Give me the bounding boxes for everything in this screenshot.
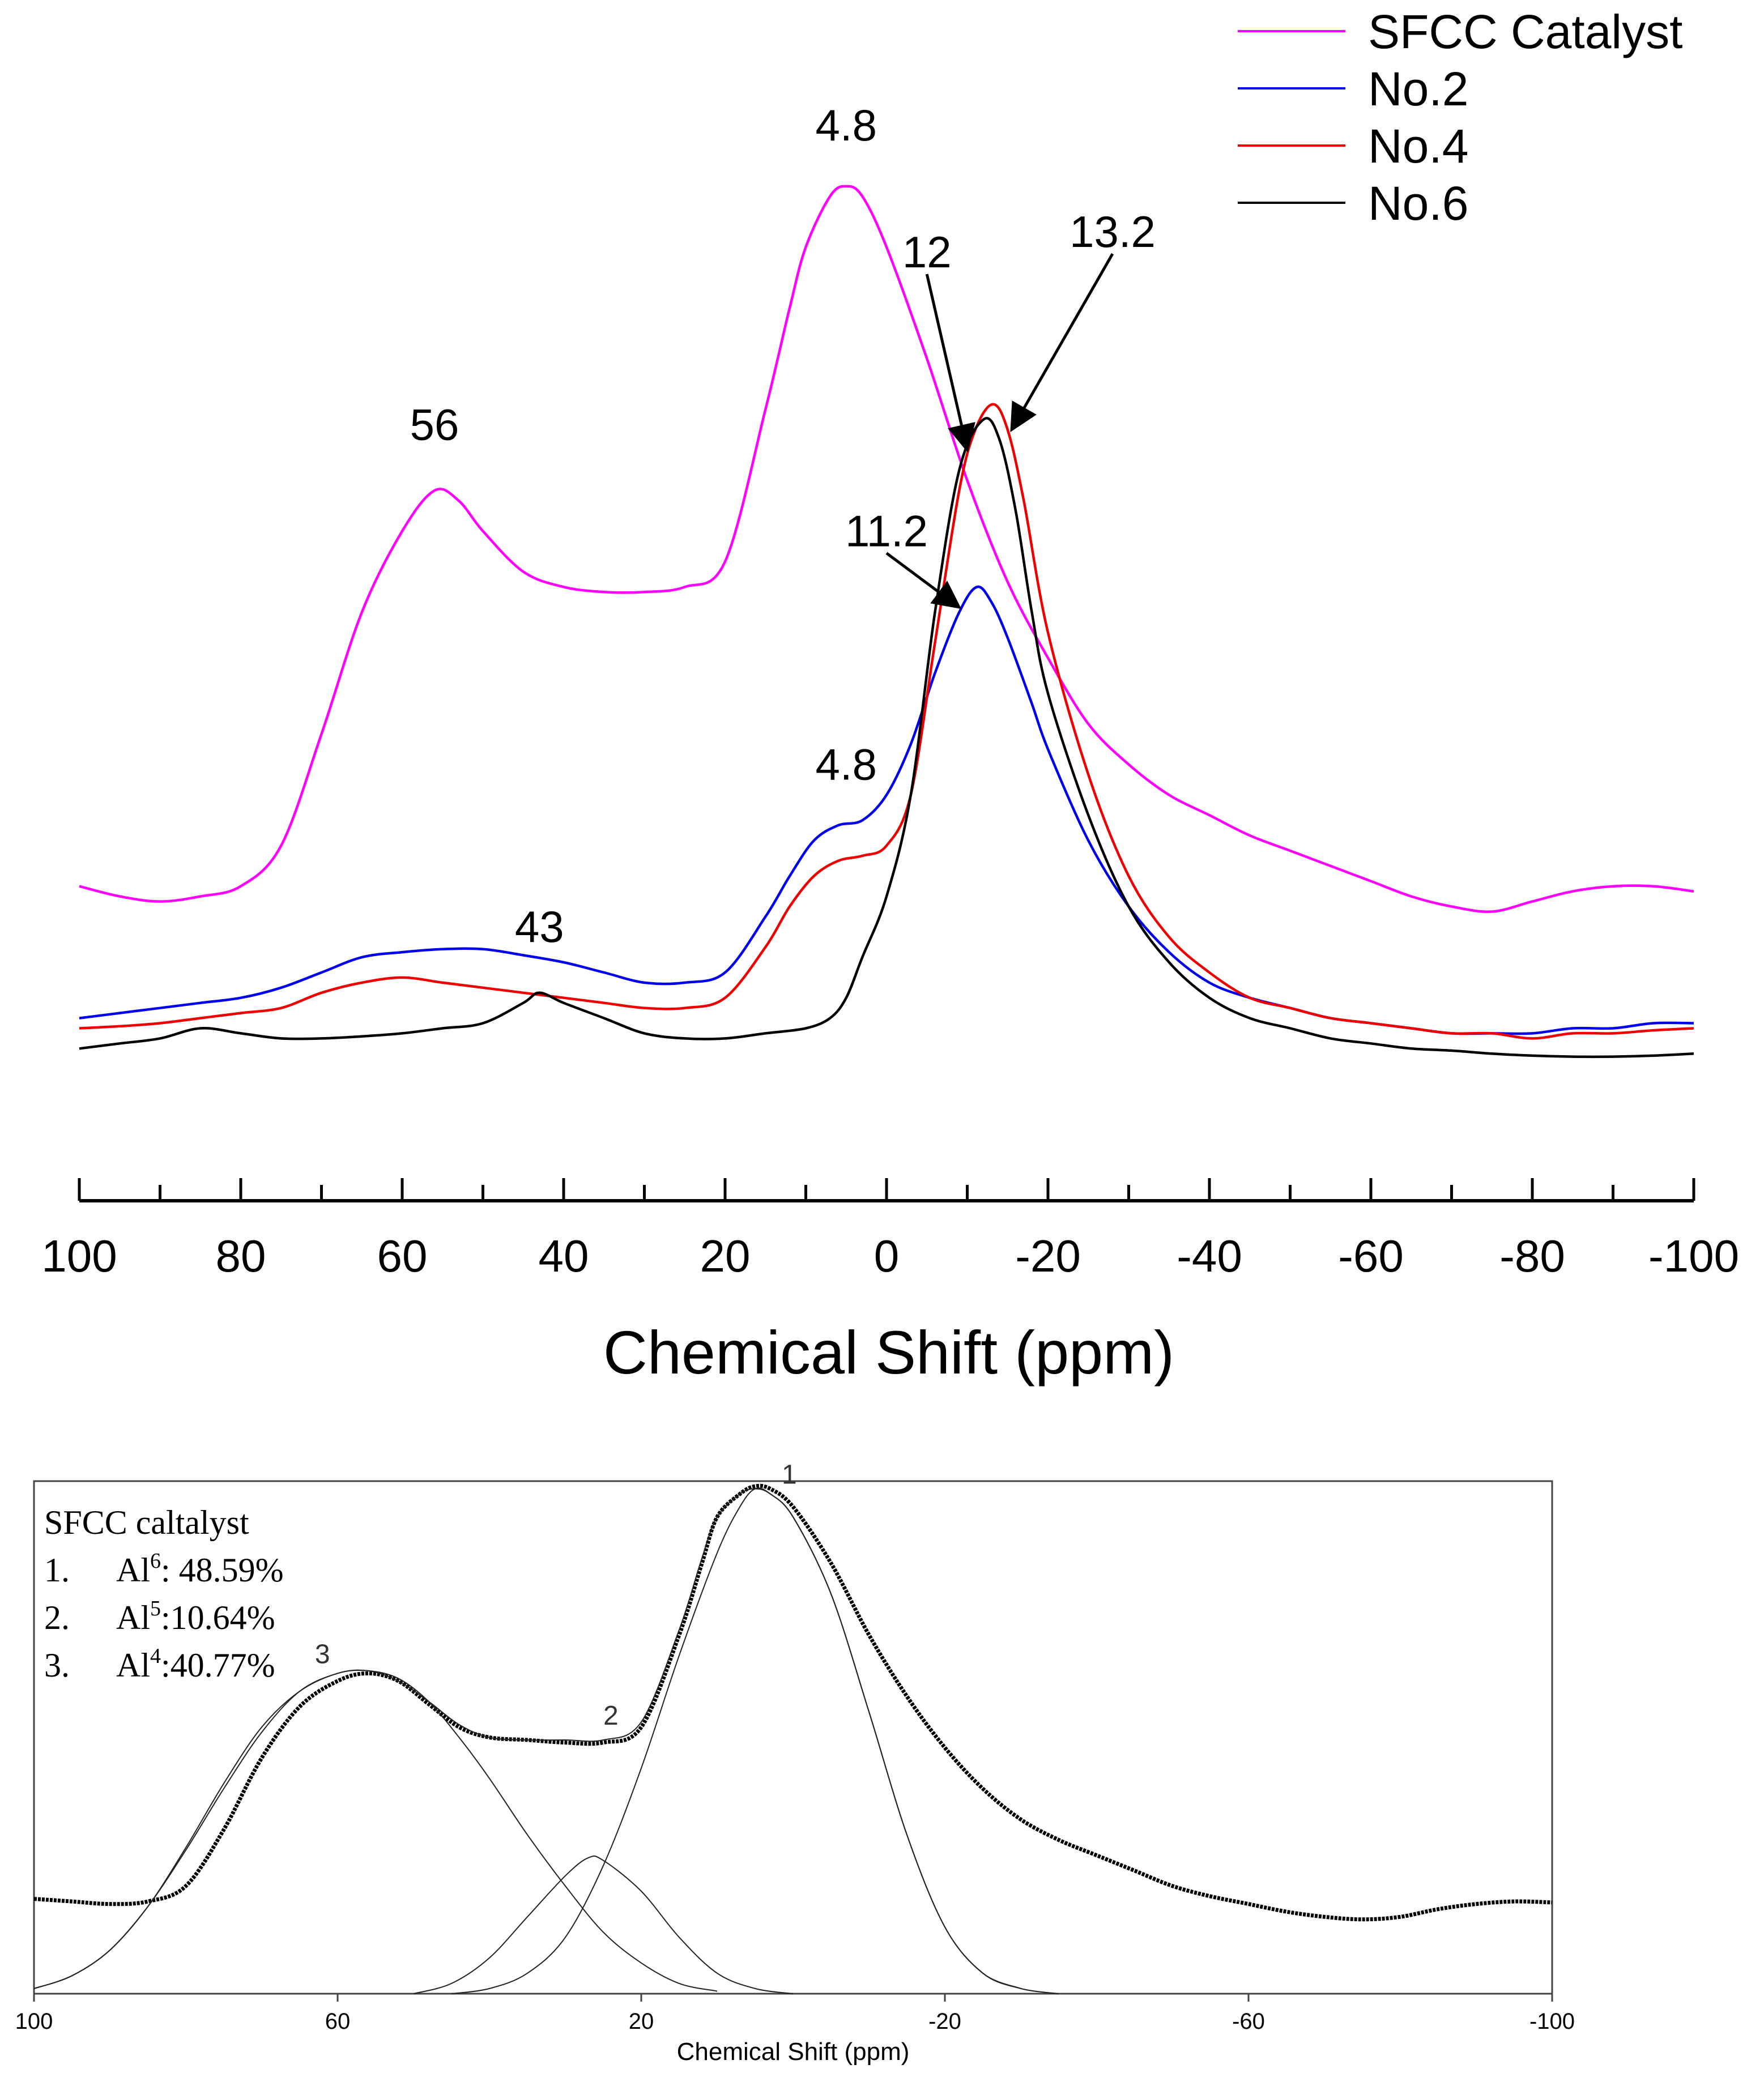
annotation-label-4-8-1: 4.8	[816, 100, 877, 150]
bottom-chart: 1 2 3 100 60 20 -20 -60 -100 Chemical Shift (pp…	[15, 1460, 1575, 2066]
legend-item-1-number: 1.	[44, 1551, 70, 1589]
top-tick-label-40: -40	[1177, 1231, 1242, 1281]
annotation-label-11-2-6: 11.2	[845, 506, 928, 556]
top-tick-label-60: -60	[1338, 1231, 1404, 1281]
legend-item-3-number: 3.	[44, 1647, 70, 1684]
top-tick-label-0: 0	[874, 1231, 900, 1281]
legend-item-2: Al5:10.64%	[116, 1597, 275, 1636]
annotation-label-43-3: 43	[515, 902, 564, 952]
top-tick-label-100: 100	[41, 1231, 117, 1281]
bottom-series-group	[33, 1483, 1553, 1994]
top-chart: 56 4.8 4.8 43 12 13.2 11.2 100 80 60 40 20 0 -20 -40 -…	[41, 5, 1739, 1387]
legend-item-3-base: Al	[116, 1647, 150, 1684]
top-tick-label-60: 60	[377, 1231, 428, 1281]
bottom-x-axis-label: Chemical Shift (ppm)	[677, 2038, 910, 2066]
annotation-arrow-12	[925, 274, 975, 453]
annotation-label-4-8-2: 4.8	[816, 740, 877, 790]
series-line-peak-2-al5	[413, 1856, 794, 1994]
top-annotations-group: 56 4.8 4.8 43 12 13.2 11.2	[410, 100, 1156, 952]
legend-label-no2: No.2	[1368, 62, 1468, 116]
top-series-group	[79, 185, 1694, 1059]
annotation-arrow-11-2	[885, 552, 962, 609]
bottom-x-axis: 100 60 20 -20 -60 -100	[15, 1994, 1575, 2034]
annotation-label-12-4: 12	[902, 227, 952, 277]
top-tick-label-20: -20	[1015, 1231, 1081, 1281]
legend-label-no4: No.4	[1368, 120, 1468, 173]
annotation-label-56-0: 56	[410, 400, 459, 450]
bottom-tick-label-100: -100	[1529, 2009, 1575, 2034]
legend-item-1-sup: 6	[150, 1549, 161, 1573]
bottom-annotations-group: 1 2 3	[315, 1460, 797, 1731]
top-x-axis: 100 80 60 40 20 0 -20 -40 -60 -80 -100	[41, 1178, 1739, 1281]
bottom-tick-label-20: 20	[629, 2009, 654, 2034]
series-line-experimental	[33, 1483, 1553, 1922]
top-legend: SFCC Catalyst No.2 No.4 No.6	[1238, 5, 1682, 230]
top-tick-label-100: -100	[1648, 1231, 1739, 1281]
bottom-legend-text: SFCC caltalyst 1. Al6: 48.59% 2. Al5:10.…	[44, 1504, 284, 1684]
bottom-tick-label-20: -20	[928, 2009, 961, 2034]
legend-item-3-text: :40.77%	[161, 1647, 275, 1684]
peak-label-2: 2	[603, 1701, 619, 1731]
bottom-tick-label-60: -60	[1232, 2009, 1265, 2034]
bottom-tick-label-100: 100	[15, 2009, 53, 2034]
legend-label-sfcc: SFCC Catalyst	[1368, 5, 1682, 58]
legend-item-2-number: 2.	[44, 1599, 70, 1636]
series-line-no-2	[79, 585, 1694, 1035]
legend-item-1-base: Al	[116, 1551, 150, 1589]
top-tick-label-80: -80	[1499, 1231, 1565, 1281]
top-tick-label-80: 80	[216, 1231, 266, 1281]
bottom-tick-label-60: 60	[325, 2009, 351, 2034]
legend-item-2-base: Al	[116, 1599, 150, 1636]
legend-heading: SFCC caltalyst	[44, 1504, 249, 1541]
series-line-no-4	[79, 403, 1694, 1040]
top-tick-label-20: 20	[700, 1231, 751, 1281]
legend-item-3: Al4:40.77%	[116, 1644, 275, 1684]
series-line-peak-3-al4	[33, 1669, 718, 1992]
annotation-arrow-13-2	[1010, 253, 1114, 432]
top-tick-label-40: 40	[539, 1231, 589, 1281]
legend-item-2-text: :10.64%	[161, 1599, 275, 1636]
legend-item-2-sup: 5	[150, 1597, 161, 1620]
series-line-sfcc-catalyst	[79, 185, 1694, 913]
series-line-no-6	[79, 417, 1694, 1059]
legend-label-no6: No.6	[1368, 177, 1468, 230]
annotation-label-13-2-5: 13.2	[1070, 207, 1156, 257]
legend-item-3-sup: 4	[150, 1644, 161, 1668]
legend-item-1: Al6: 48.59%	[116, 1549, 284, 1589]
legend-item-1-text: : 48.59%	[161, 1551, 284, 1589]
peak-label-3: 3	[315, 1639, 330, 1669]
top-x-axis-label: Chemical Shift (ppm)	[603, 1318, 1174, 1387]
series-line-peak-1-al6	[451, 1487, 1059, 1994]
peak-label-1: 1	[782, 1460, 797, 1490]
